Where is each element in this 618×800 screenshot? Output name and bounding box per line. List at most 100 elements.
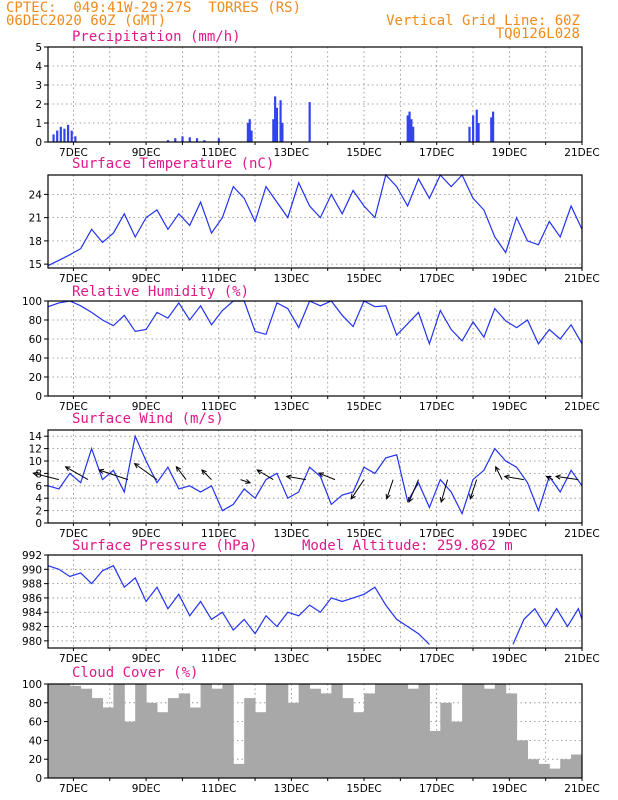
panel-temp: Surface Temperature (nC) 15 18 21 24 7DEC 9DEC… (29, 156, 600, 285)
cloud-bar (364, 693, 376, 778)
x-tick-label: 11DEC (201, 401, 236, 413)
y-tick-label: 21 (29, 213, 42, 225)
panel-title-cloud: Cloud Cover (%) (72, 665, 198, 681)
y-tick-label: 5 (35, 42, 42, 54)
wind-arrow-head (256, 469, 263, 475)
precip-bar (66, 124, 70, 142)
x-tick-label: 9DEC (132, 273, 161, 285)
x-tick-label: 17DEC (419, 653, 454, 665)
wind-arrow (256, 469, 274, 481)
y-tick-label: 992 (22, 550, 42, 562)
y-tick-label: 12 (29, 444, 42, 456)
cloud-bar (58, 684, 71, 778)
y-tick-label: 0 (35, 773, 42, 785)
x-tick-label: 19DEC (492, 273, 527, 285)
panel-title-precip: Precipitation (mm/h) (72, 29, 241, 45)
cloud-bar (429, 731, 441, 778)
wind-arrow-head (385, 493, 391, 500)
precip-bar (281, 123, 284, 142)
precip-bar (217, 138, 220, 142)
x-tick-label: 19DEC (492, 528, 527, 540)
x-tick-label: 9DEC (132, 783, 161, 795)
x-tick-label: 21DEC (564, 653, 599, 665)
wind-arrow-head (469, 493, 475, 500)
x-tick-label: 19DEC (492, 401, 527, 413)
wind-arrow (495, 466, 503, 480)
precip-bar (468, 126, 471, 142)
x-tick-label: 13DEC (274, 401, 309, 413)
precip-bar (174, 138, 177, 142)
cloud-bar (124, 721, 136, 778)
y-tick-label: 2 (35, 99, 42, 111)
series-line-wind (47, 434, 583, 516)
wind-arrow-head (408, 496, 414, 504)
y-tick-label: 980 (22, 636, 42, 648)
cloud-bar (255, 712, 267, 778)
panel-wind: Surface Wind (m/s)024681012147DEC9DEC11D… (29, 411, 600, 540)
y-tick-label: 100 (22, 679, 42, 691)
panel-frame (47, 554, 583, 649)
cloud-bar (396, 684, 409, 778)
wind-arrow (98, 469, 129, 481)
wind-arrow-head (285, 474, 292, 480)
series-line-temp (47, 173, 583, 267)
precip-bar (246, 123, 249, 142)
panel-precip: Precipitation (mm/h) 0 1 2 3 4 5 7DEC 9DEC 11DEC 1… (35, 29, 599, 159)
y-tick-label: 3 (35, 80, 42, 92)
x-tick-label: 13DEC (274, 147, 309, 159)
y-tick-label: 988 (22, 579, 42, 591)
x-tick-label: 19DEC (492, 653, 527, 665)
cloud-bar (309, 688, 321, 778)
precip-bar (490, 117, 493, 142)
header-grid-line: Vertical Grid Line: 60Z (386, 13, 580, 29)
precip-bar (272, 119, 275, 142)
wind-arrow-head (175, 465, 182, 472)
cloud-bar (233, 763, 245, 778)
wind-arrow (240, 479, 251, 484)
panel-frame (47, 174, 583, 269)
wind-arrow-head (503, 474, 510, 480)
x-tick-label: 17DEC (419, 273, 454, 285)
precip-bar (203, 140, 206, 142)
wind-arrow (555, 475, 579, 481)
precip-bar (475, 109, 478, 142)
x-tick-label: 7DEC (59, 147, 88, 159)
cloud-bar (342, 698, 354, 778)
series-line-pres (47, 564, 430, 645)
cloud-bar (320, 693, 332, 778)
y-tick-label: 14 (29, 431, 43, 443)
precip-bar (274, 96, 277, 142)
wind-arrow-head (350, 493, 356, 500)
precip-bar (70, 130, 73, 142)
cloud-bar (80, 688, 93, 778)
y-tick-label: 20 (29, 754, 42, 766)
cloud-bar (407, 688, 420, 778)
cloud-bar (538, 763, 550, 778)
wind-arrow-head (201, 469, 207, 475)
x-tick-label: 21DEC (564, 273, 599, 285)
x-tick-label: 13DEC (274, 653, 309, 665)
wind-arrow-head (133, 462, 140, 469)
x-tick-label: 13DEC (274, 783, 309, 795)
cloud-bar (146, 702, 158, 778)
wind-arrow (350, 479, 365, 500)
cloud-bar (505, 693, 518, 778)
x-tick-label: 15DEC (346, 528, 381, 540)
cloud-bar (353, 712, 365, 778)
x-tick-label: 7DEC (59, 273, 88, 285)
wind-arrow (440, 479, 449, 503)
cloud-bar (167, 698, 180, 778)
precip-bar (408, 111, 411, 142)
header-location: CPTEC: 049:41W-29:27S TORRES (RS) (6, 0, 302, 16)
cloud-bar (527, 759, 539, 778)
y-tick-label: 80 (29, 315, 42, 327)
y-tick-label: 986 (22, 593, 42, 605)
x-tick-label: 17DEC (419, 528, 454, 540)
cloud-bar (244, 698, 256, 778)
x-tick-label: 11DEC (201, 783, 236, 795)
x-tick-label: 11DEC (201, 528, 236, 540)
y-tick-label: 18 (29, 236, 42, 248)
x-tick-label: 19DEC (492, 147, 527, 159)
cloud-bar (287, 702, 300, 778)
